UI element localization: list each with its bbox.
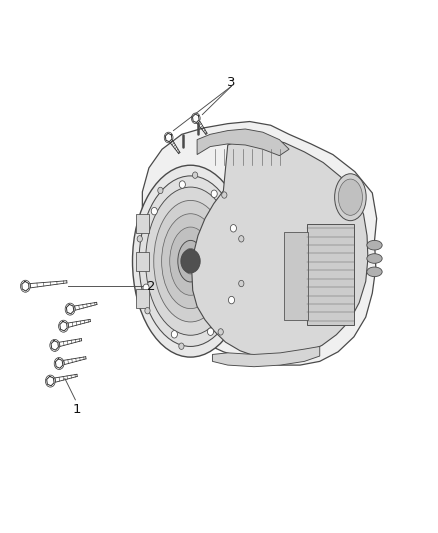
Circle shape xyxy=(230,224,237,232)
Polygon shape xyxy=(56,359,63,368)
Circle shape xyxy=(181,249,200,273)
Ellipse shape xyxy=(367,267,382,277)
Ellipse shape xyxy=(187,255,194,268)
Ellipse shape xyxy=(139,176,242,346)
Polygon shape xyxy=(67,304,74,314)
Circle shape xyxy=(143,284,149,292)
Ellipse shape xyxy=(335,174,366,221)
Polygon shape xyxy=(212,346,320,367)
Circle shape xyxy=(239,236,244,242)
Polygon shape xyxy=(165,133,172,142)
Circle shape xyxy=(179,343,184,350)
Ellipse shape xyxy=(338,179,363,215)
Text: 2: 2 xyxy=(147,280,155,293)
FancyBboxPatch shape xyxy=(136,289,149,308)
FancyBboxPatch shape xyxy=(307,224,354,325)
Circle shape xyxy=(229,296,235,304)
Circle shape xyxy=(218,329,223,335)
Circle shape xyxy=(179,181,185,188)
Circle shape xyxy=(208,328,214,335)
Circle shape xyxy=(151,207,157,215)
Ellipse shape xyxy=(162,214,219,309)
Circle shape xyxy=(158,187,163,193)
Polygon shape xyxy=(192,138,368,358)
Ellipse shape xyxy=(132,165,249,357)
Ellipse shape xyxy=(154,200,227,322)
Text: 1: 1 xyxy=(72,403,81,416)
Ellipse shape xyxy=(183,248,198,274)
FancyBboxPatch shape xyxy=(136,214,149,233)
Ellipse shape xyxy=(367,254,382,263)
Circle shape xyxy=(222,192,227,198)
Circle shape xyxy=(239,280,244,287)
Circle shape xyxy=(145,308,150,314)
Polygon shape xyxy=(60,321,67,331)
Polygon shape xyxy=(192,114,199,123)
Circle shape xyxy=(211,190,217,198)
FancyBboxPatch shape xyxy=(136,252,149,271)
Polygon shape xyxy=(22,281,29,291)
Circle shape xyxy=(171,330,177,338)
Polygon shape xyxy=(47,376,54,386)
Circle shape xyxy=(137,236,142,242)
Polygon shape xyxy=(197,129,289,156)
FancyBboxPatch shape xyxy=(284,232,308,320)
Ellipse shape xyxy=(170,227,212,295)
Ellipse shape xyxy=(367,240,382,250)
Circle shape xyxy=(192,172,198,179)
Ellipse shape xyxy=(145,187,236,335)
Polygon shape xyxy=(139,122,377,365)
Text: 3: 3 xyxy=(227,76,236,89)
Polygon shape xyxy=(51,341,58,350)
Ellipse shape xyxy=(178,240,203,282)
